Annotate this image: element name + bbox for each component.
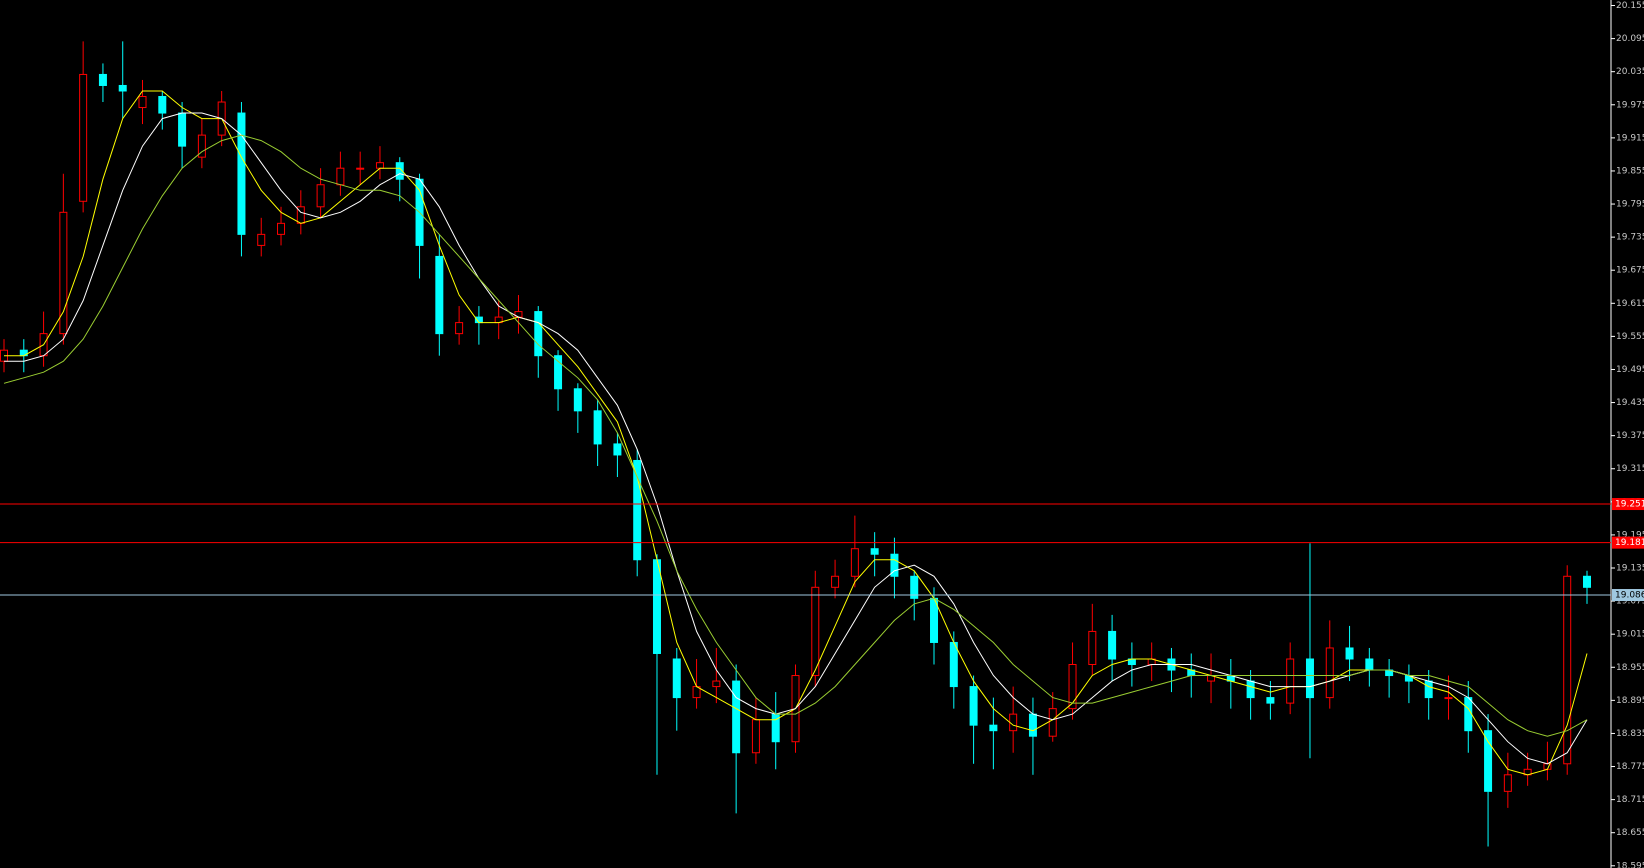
y-tick-label: 19.435: [1616, 398, 1644, 408]
candle-body: [672, 658, 681, 699]
candle-body: [1563, 575, 1572, 765]
y-tick-label: 18.955: [1616, 663, 1644, 673]
candle-body: [1464, 697, 1473, 732]
price-line-label: 19.251: [1615, 500, 1644, 510]
y-tick-label: 19.735: [1616, 233, 1644, 243]
candle-body: [534, 311, 543, 357]
y-tick-label: 19.555: [1616, 332, 1644, 342]
candle-body: [949, 641, 958, 688]
price-line-label: 19.181: [1615, 538, 1644, 548]
y-tick-label: 19.615: [1616, 299, 1644, 309]
candle-body: [1286, 658, 1295, 704]
candle-body: [1484, 730, 1493, 792]
y-tick-label: 19.015: [1616, 630, 1644, 640]
y-tick-label: 19.855: [1616, 166, 1644, 176]
candle-body: [138, 96, 147, 109]
ma-line: [3, 134, 1588, 737]
y-tick-label: 19.195: [1616, 530, 1644, 540]
price-line-tag: [1612, 589, 1644, 602]
y-tick-label: 19.375: [1616, 431, 1644, 441]
candle-body: [1028, 713, 1037, 737]
candle-body: [118, 84, 127, 92]
candle-body: [1088, 630, 1097, 666]
y-tick-label: 18.715: [1616, 795, 1644, 805]
candle-body: [732, 680, 741, 754]
candle-body: [811, 586, 820, 677]
candle-body: [435, 255, 444, 335]
candle-body: [1345, 647, 1354, 660]
candle-body: [178, 112, 187, 147]
candle-body: [59, 211, 68, 335]
candle-body: [712, 680, 721, 688]
candle-body: [989, 724, 998, 732]
candle-body: [850, 548, 859, 577]
y-tick-label: 19.975: [1616, 100, 1644, 110]
candle-body: [613, 443, 622, 456]
candle-body: [910, 575, 919, 599]
candle-body: [969, 686, 978, 726]
candle-body: [455, 322, 464, 335]
candle-body: [1246, 680, 1255, 699]
candle-body: [870, 548, 879, 555]
y-tick-label: 20.155: [1616, 1, 1644, 11]
candle-body: [831, 575, 840, 588]
candle-body: [277, 222, 286, 235]
candle-body: [1009, 713, 1018, 732]
candle-body: [356, 167, 365, 170]
candle-body: [237, 112, 246, 235]
y-tick-label: 19.075: [1616, 597, 1644, 607]
candle-body: [1266, 697, 1275, 704]
y-tick-label: 19.915: [1616, 133, 1644, 143]
y-tick-label: 19.675: [1616, 266, 1644, 276]
y-tick-label: 18.835: [1616, 729, 1644, 739]
candle-body: [633, 459, 642, 561]
candle-body: [79, 73, 88, 202]
candle-body: [573, 388, 582, 412]
candle-body: [375, 162, 384, 169]
candle-body: [1068, 664, 1077, 710]
price-line-label: 19.086: [1615, 591, 1644, 601]
candle-body: [1365, 658, 1374, 671]
y-tick-label: 19.135: [1616, 564, 1644, 574]
y-tick-label: 18.595: [1616, 861, 1644, 868]
candle-body: [652, 559, 661, 654]
candle-body: [890, 553, 899, 577]
candle-body: [1424, 680, 1433, 699]
candle-body: [1108, 630, 1117, 660]
candle-body: [1583, 575, 1591, 588]
y-tick-label: 19.795: [1616, 200, 1644, 210]
candle-body: [336, 167, 345, 186]
candle-body: [158, 96, 167, 114]
y-tick-label: 19.315: [1616, 464, 1644, 474]
candle-body: [395, 162, 404, 180]
candle-body: [98, 73, 107, 86]
candle-body: [257, 233, 266, 246]
candle-body: [316, 184, 325, 208]
y-tick-label: 18.895: [1616, 696, 1644, 706]
y-tick-label: 18.775: [1616, 762, 1644, 772]
price-line-tag: [1612, 498, 1644, 511]
candle-body: [554, 355, 563, 390]
candle-body: [1048, 708, 1057, 737]
candle-body: [1444, 697, 1453, 700]
y-tick-label: 19.495: [1616, 365, 1644, 375]
candle-body: [1305, 658, 1314, 699]
y-tick-label: 20.035: [1616, 67, 1644, 77]
price-line-tag: [1612, 536, 1644, 549]
y-tick-label: 18.655: [1616, 828, 1644, 838]
y-tick-label: 20.095: [1616, 34, 1644, 44]
candle-body: [751, 719, 760, 754]
candle-body: [197, 134, 206, 158]
ma-line: [4, 112, 1588, 765]
candle-body: [1503, 774, 1512, 792]
candle-body: [593, 410, 602, 445]
candle-body: [1325, 647, 1334, 699]
